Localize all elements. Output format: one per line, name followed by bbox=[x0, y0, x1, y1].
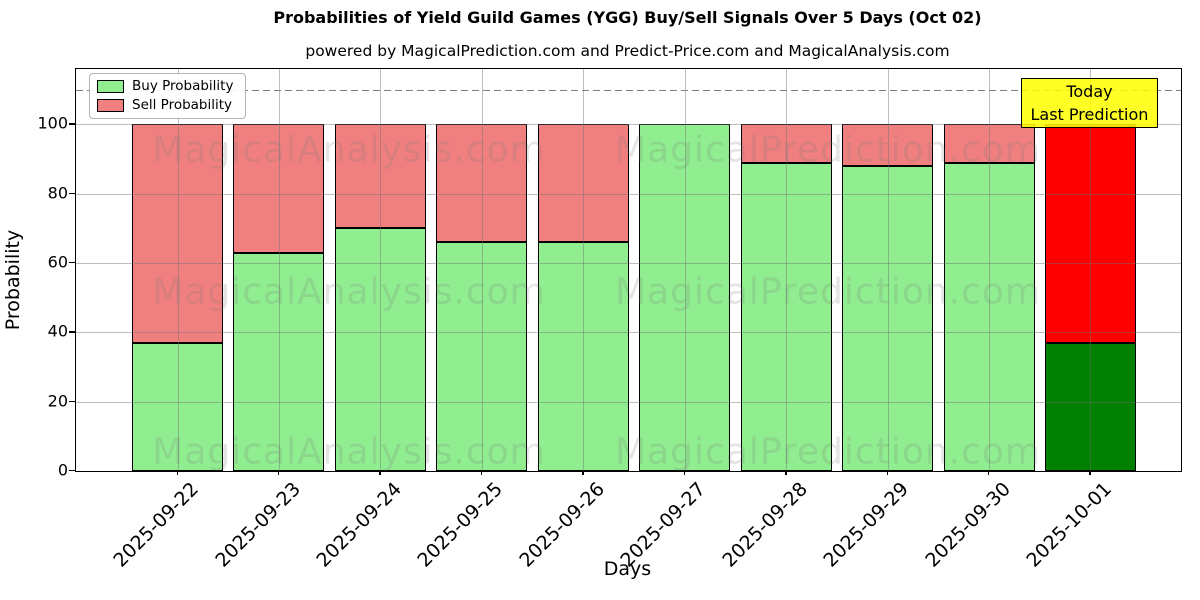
x-tick-mark bbox=[176, 470, 178, 475]
y-tick-label: 100 bbox=[37, 113, 68, 133]
x-tick-mark bbox=[1089, 470, 1091, 475]
bar-segment-sell bbox=[132, 124, 223, 343]
bar-segment-buy bbox=[233, 252, 325, 471]
h-gridline bbox=[76, 401, 1181, 403]
y-tick-mark bbox=[69, 123, 75, 125]
x-tick-mark bbox=[277, 470, 280, 475]
bar-segment-sell bbox=[436, 124, 528, 243]
x-tick-mark bbox=[683, 470, 686, 475]
bar-segment-sell bbox=[842, 124, 934, 167]
x-tick-mark bbox=[582, 470, 584, 475]
legend-label-sell: Sell Probability bbox=[132, 96, 233, 113]
y-tick-mark bbox=[69, 470, 75, 472]
bar-segment-sell bbox=[334, 124, 426, 229]
y-tick-label: 20 bbox=[47, 391, 68, 411]
y-tick-mark bbox=[69, 400, 75, 403]
y-tick-label: 60 bbox=[47, 252, 68, 272]
y-tick-label: 0 bbox=[57, 460, 68, 480]
x-tick-mark bbox=[379, 470, 381, 475]
bar-segment-buy bbox=[436, 242, 528, 471]
watermark-text: MagicalPrediction.com bbox=[615, 271, 1041, 313]
v-gridline bbox=[278, 69, 280, 471]
legend: Buy Probability Sell Probability bbox=[89, 73, 247, 119]
bar-segment-buy bbox=[1044, 342, 1136, 471]
h-gridline bbox=[76, 332, 1181, 334]
h-gridline bbox=[76, 124, 1181, 126]
bar-segment-buy bbox=[943, 162, 1035, 471]
bar-segment-sell bbox=[1044, 124, 1136, 343]
bar-segment-buy bbox=[537, 242, 629, 471]
y-tick-mark bbox=[69, 262, 75, 264]
watermark-text: MagicalAnalysis.com bbox=[152, 431, 546, 473]
bar-segment-buy bbox=[639, 124, 731, 471]
v-gridline bbox=[989, 69, 991, 471]
bar-segment-sell bbox=[943, 124, 1035, 163]
x-tick-mark bbox=[988, 470, 990, 475]
v-gridline bbox=[887, 69, 889, 471]
threshold-dashed-line bbox=[76, 89, 1181, 92]
y-tick-label: 40 bbox=[47, 321, 68, 341]
x-axis-label: Days bbox=[603, 558, 652, 580]
bar-segment-buy bbox=[740, 162, 832, 471]
bar-segment-sell bbox=[740, 124, 832, 163]
annotation-line-2: Last Prediction bbox=[1030, 105, 1149, 125]
v-gridline bbox=[583, 69, 585, 471]
legend-label-buy: Buy Probability bbox=[132, 78, 234, 94]
x-tick-mark bbox=[886, 470, 888, 475]
legend-item-buy: Buy Probability bbox=[97, 78, 234, 94]
h-gridline bbox=[76, 193, 1181, 195]
watermark-text: MagicalAnalysis.com bbox=[152, 129, 546, 171]
v-gridline bbox=[177, 69, 179, 471]
watermark-text: MagicalPrediction.com bbox=[615, 129, 1041, 171]
title-wrap: Probabilities of Yield Guild Games (YGG)… bbox=[75, 8, 1180, 27]
bar-segment-sell bbox=[537, 124, 629, 243]
today-last-prediction-annotation: Today Last Prediction bbox=[1020, 78, 1158, 128]
chart-subtitle: powered by MagicalPrediction.com and Pre… bbox=[305, 42, 950, 60]
h-gridline bbox=[76, 263, 1181, 265]
v-gridline bbox=[380, 69, 382, 471]
x-tick-mark bbox=[480, 470, 483, 475]
bar-segment-buy bbox=[334, 228, 426, 471]
watermark-text: MagicalPrediction.com bbox=[615, 431, 1041, 473]
v-gridline bbox=[684, 69, 686, 471]
annotation-line-1: Today bbox=[1066, 82, 1113, 101]
v-gridline bbox=[1090, 69, 1092, 471]
x-tick-mark bbox=[785, 470, 787, 475]
plot-area bbox=[75, 68, 1182, 472]
bar-segment-buy bbox=[132, 342, 223, 471]
v-gridline bbox=[481, 69, 483, 471]
y-tick-label: 80 bbox=[47, 183, 68, 203]
legend-swatch-buy bbox=[97, 80, 124, 94]
chart-title: Probabilities of Yield Guild Games (YGG)… bbox=[273, 8, 982, 27]
y-tick-mark bbox=[69, 331, 75, 333]
legend-item-sell: Sell Probability bbox=[97, 96, 233, 113]
bar-segment-buy bbox=[842, 166, 934, 471]
legend-swatch-sell bbox=[97, 98, 124, 112]
y-tick-mark bbox=[69, 192, 75, 195]
v-gridline bbox=[786, 69, 788, 471]
bar-segment-sell bbox=[233, 124, 325, 253]
watermark-text: MagicalAnalysis.com bbox=[152, 271, 546, 313]
